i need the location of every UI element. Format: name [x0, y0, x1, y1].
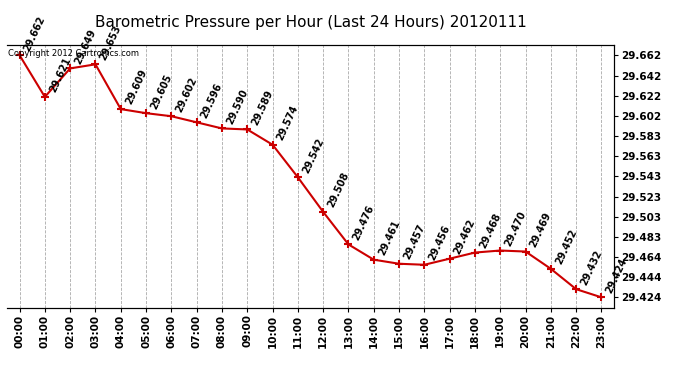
Text: 29.574: 29.574: [275, 104, 300, 142]
Text: 29.621: 29.621: [48, 56, 72, 94]
Text: 29.461: 29.461: [377, 219, 402, 257]
Text: 29.456: 29.456: [427, 224, 452, 262]
Text: 29.662: 29.662: [22, 14, 47, 52]
Text: 29.424: 29.424: [604, 256, 629, 294]
Text: 29.653: 29.653: [98, 23, 123, 62]
Text: 29.589: 29.589: [250, 88, 275, 127]
Text: 29.508: 29.508: [326, 171, 351, 209]
Text: Copyright 2012 Cartronics.com: Copyright 2012 Cartronics.com: [8, 49, 139, 58]
Text: 29.476: 29.476: [351, 203, 376, 242]
Text: 29.468: 29.468: [477, 211, 503, 250]
Text: 29.457: 29.457: [402, 223, 426, 261]
Text: 29.596: 29.596: [199, 81, 224, 120]
Text: Barometric Pressure per Hour (Last 24 Hours) 20120111: Barometric Pressure per Hour (Last 24 Ho…: [95, 15, 526, 30]
Text: 29.470: 29.470: [503, 210, 528, 248]
Text: 29.649: 29.649: [73, 27, 98, 66]
Text: 29.462: 29.462: [453, 217, 477, 256]
Text: 29.609: 29.609: [124, 68, 148, 106]
Text: 29.602: 29.602: [174, 75, 199, 114]
Text: 29.452: 29.452: [553, 228, 578, 266]
Text: 29.590: 29.590: [225, 87, 250, 126]
Text: 29.432: 29.432: [579, 248, 604, 286]
Text: 29.605: 29.605: [149, 72, 174, 110]
Text: 29.469: 29.469: [529, 210, 553, 249]
Text: 29.542: 29.542: [301, 136, 326, 174]
